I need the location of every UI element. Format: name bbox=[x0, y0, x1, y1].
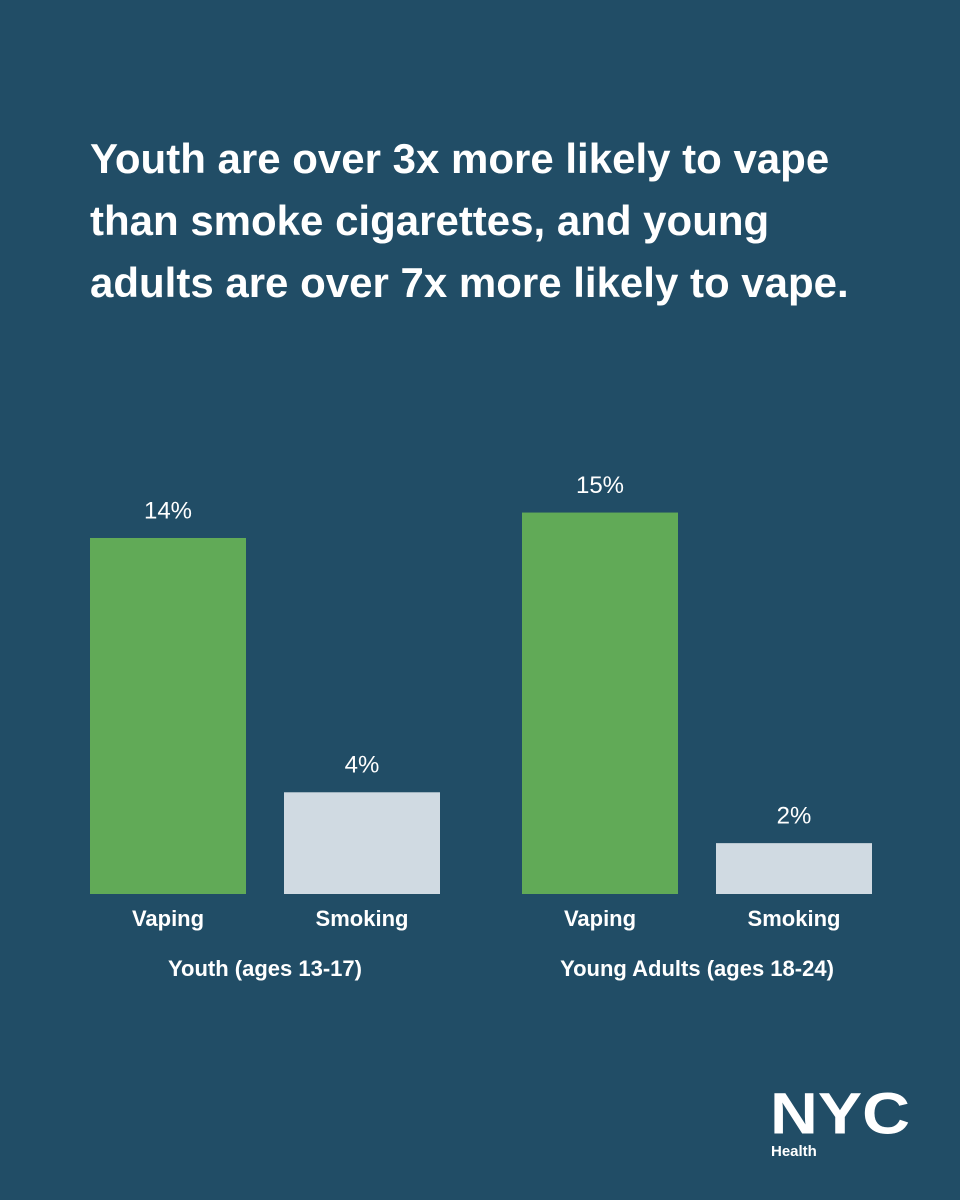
bar-label: Vaping bbox=[564, 906, 636, 931]
bar-label: Smoking bbox=[748, 906, 841, 931]
group-label: Youth (ages 13-17) bbox=[168, 956, 362, 981]
bar bbox=[90, 537, 246, 894]
value-label: 2% bbox=[777, 802, 812, 829]
value-label: 4% bbox=[345, 752, 380, 779]
chart-title: Youth are over 3x more likely to vape th… bbox=[90, 135, 849, 306]
logo-subtitle: Health bbox=[771, 1143, 817, 1160]
group-label: Young Adults (ages 18-24) bbox=[560, 956, 834, 981]
bar-label: Vaping bbox=[132, 906, 204, 931]
bar bbox=[716, 843, 872, 894]
value-label: 14% bbox=[144, 497, 192, 524]
logo-name: NYC bbox=[770, 1081, 910, 1146]
value-label: 15% bbox=[576, 472, 624, 499]
bar bbox=[522, 512, 678, 894]
bar bbox=[284, 792, 440, 894]
bar-label: Smoking bbox=[316, 906, 409, 931]
